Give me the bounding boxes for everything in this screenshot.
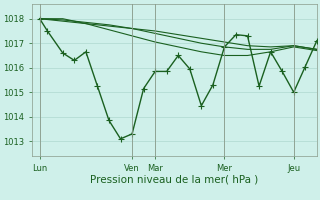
X-axis label: Pression niveau de la mer( hPa ): Pression niveau de la mer( hPa ) (90, 174, 259, 184)
